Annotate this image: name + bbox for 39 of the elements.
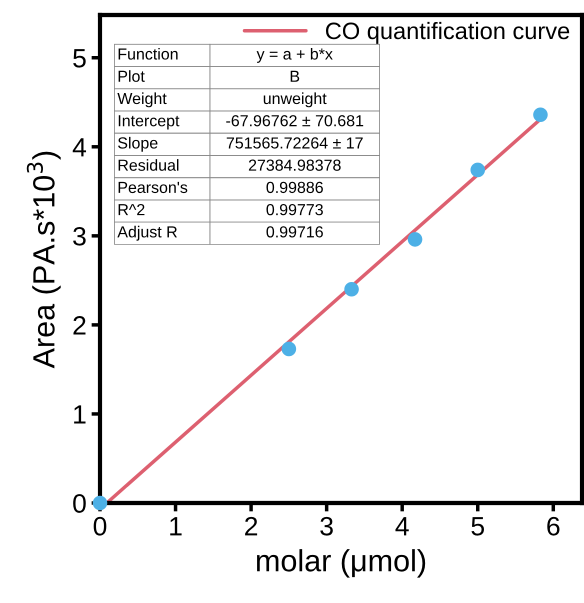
annotation: Intercept: [118, 115, 180, 130]
annotation: Plot: [118, 70, 145, 82]
annotation: 751565.72264 ± 17: [226, 137, 363, 149]
annotation: -67.96762 ± 70.681: [226, 115, 364, 126]
legend-label: CO quantification curve: [326, 22, 570, 44]
y-tick-label: 3: [73, 226, 86, 246]
y-tick-label: 1: [74, 405, 86, 424]
annotation: Function: [118, 48, 178, 60]
point: [408, 232, 422, 247]
y-tick-label: 0: [73, 494, 86, 513]
x-tick-label: 1: [170, 517, 182, 536]
annotation: unweight: [264, 92, 327, 108]
point: [344, 282, 359, 297]
annotation: 27384.98378: [248, 160, 341, 171]
annotation: Residual: [118, 159, 178, 171]
y-tick-label: 4: [72, 138, 86, 156]
annotation: 0.99773: [266, 204, 323, 216]
y-tick-label: 2: [73, 316, 86, 334]
annotation: Slope: [118, 136, 158, 152]
annotation: R^2: [118, 204, 144, 216]
annotation: B: [290, 70, 300, 82]
point: [282, 342, 296, 356]
annotation: 0.99716: [266, 226, 323, 238]
x-tick-label: 6: [547, 516, 560, 536]
annotation: Pearson's: [118, 182, 188, 194]
x-tick-label: 0: [94, 516, 106, 536]
point: [470, 162, 486, 178]
annotation: 0.99886: [266, 182, 323, 194]
annotation: Weight: [117, 92, 167, 108]
annotation: y = a + b*x: [256, 48, 333, 63]
annotation: Adjust R: [117, 226, 177, 241]
point: [533, 107, 548, 122]
x-tick-label: 5: [471, 517, 484, 536]
y-tick-label: 5: [73, 49, 86, 68]
x-tick-label: 2: [245, 516, 258, 536]
x-tick-label: 4: [395, 517, 409, 536]
x-tick-label: 3: [320, 516, 333, 536]
y-axis-title: Area (PA.s*10$^{3}$): [26, 152, 61, 368]
x-axis-title: molar (μmol): [256, 549, 426, 578]
